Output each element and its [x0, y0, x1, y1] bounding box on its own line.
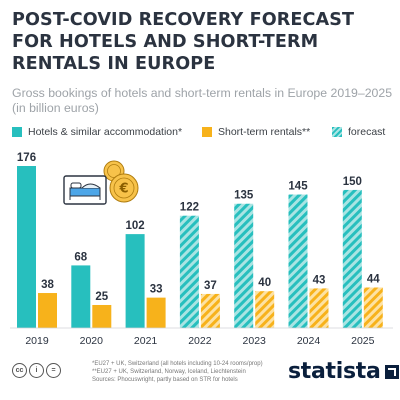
- bars-group: [17, 166, 383, 328]
- value-label-str-2025: 44: [367, 274, 380, 286]
- subtitle-line-1: Gross bookings of hotels and short-term …: [12, 86, 393, 100]
- legend-label-str: Short-term rentals**: [218, 126, 311, 138]
- statista-logo[interactable]: statista: [288, 359, 399, 384]
- title-line-2: FOR HOTELS AND SHORT-TERM: [12, 32, 319, 52]
- title-line-3: RENTALS IN EUROPE: [12, 54, 216, 74]
- x-axis-labels: 2019 2020 2021 2022 2023 2024 2025: [25, 335, 374, 347]
- bar-str-2021: [146, 297, 166, 328]
- statista-mark-icon: [384, 364, 399, 379]
- legend-swatch-forecast: [332, 127, 342, 137]
- bar-hotels-2023: [234, 203, 254, 328]
- footnote-2: **EU27 + UK, Switzerland, Norway, Icelan…: [92, 369, 246, 375]
- value-label-str-2019: 38: [41, 279, 54, 291]
- value-label-hotels-2019: 176: [17, 152, 36, 164]
- footnote-1: *EU27 + UK, Switzerland (all hotels incl…: [92, 361, 263, 367]
- no-derivatives-icon[interactable]: =: [46, 363, 61, 378]
- legend-label-forecast: forecast: [348, 126, 386, 138]
- chart-subtitle: Gross bookings of hotels and short-term …: [12, 86, 392, 115]
- value-label-str-2024: 43: [313, 274, 326, 286]
- value-labels-group: 176 38 68 25 102 33 122 37 135 40 145 43 150 44: [17, 152, 380, 303]
- svg-text:€: €: [118, 182, 128, 197]
- legend-label-hotels: Hotels & similar accommodation*: [28, 126, 183, 138]
- x-tick-label-2021: 2021: [134, 335, 158, 347]
- cc-license-icon[interactable]: cc: [12, 363, 27, 378]
- bar-hotels-2020: [71, 265, 91, 328]
- bar-hotels-2019: [17, 166, 36, 328]
- bar-str-2024: [309, 288, 329, 328]
- value-label-hotels-2023: 135: [234, 190, 254, 202]
- value-label-str-2020: 25: [95, 291, 108, 303]
- title-line-1: POST-COVID RECOVERY FORECAST: [12, 10, 355, 30]
- bar-hotels-2021: [125, 234, 145, 328]
- legend-item-forecast: forecast: [332, 124, 385, 140]
- bar-str-2025: [363, 287, 383, 328]
- footnote-3: Sources: Phocuswright, partly based on S…: [92, 377, 238, 383]
- value-label-hotels-2022: 122: [180, 202, 199, 214]
- hotel-bed-coins-icon: €: [63, 160, 139, 205]
- x-tick-label-2023: 2023: [243, 335, 267, 347]
- legend-swatch-hotels: [12, 127, 22, 137]
- value-label-str-2022: 37: [204, 280, 217, 292]
- value-label-str-2021: 33: [150, 284, 163, 296]
- chart-title: POST-COVID RECOVERY FORECAST FOR HOTELS …: [12, 9, 392, 75]
- chart-legend: Hotels & similar accommodation* Short-te…: [12, 124, 397, 140]
- footnotes: *EU27 + UK, Switzerland (all hotels incl…: [92, 360, 282, 384]
- brand-name: statista: [288, 359, 381, 384]
- attribution-icon[interactable]: i: [29, 363, 44, 378]
- license-icons: cc i =: [12, 363, 61, 378]
- x-tick-label-2024: 2024: [297, 335, 321, 347]
- legend-item-str: Short-term rentals**: [202, 124, 310, 140]
- x-tick-label-2022: 2022: [188, 335, 212, 347]
- x-tick-label-2019: 2019: [25, 335, 49, 347]
- legend-swatch-str: [202, 127, 212, 137]
- value-label-str-2023: 40: [258, 277, 271, 289]
- bar-hotels-2025: [342, 189, 362, 328]
- value-label-hotels-2021: 102: [126, 220, 145, 232]
- bar-str-2019: [38, 293, 57, 328]
- x-tick-label-2025: 2025: [351, 335, 375, 347]
- value-label-hotels-2025: 150: [343, 176, 362, 188]
- bar-str-2020: [92, 304, 112, 328]
- value-label-hotels-2024: 145: [288, 181, 308, 193]
- x-tick-label-2020: 2020: [80, 335, 104, 347]
- subtitle-line-2: (in billion euros): [12, 100, 99, 115]
- bar-hotels-2024: [288, 194, 308, 328]
- bar-str-2022: [200, 293, 220, 328]
- value-label-hotels-2020: 68: [74, 251, 87, 263]
- bar-hotels-2022: [179, 215, 199, 328]
- bar-str-2023: [255, 291, 275, 328]
- legend-item-hotels: Hotels & similar accommodation*: [12, 124, 182, 140]
